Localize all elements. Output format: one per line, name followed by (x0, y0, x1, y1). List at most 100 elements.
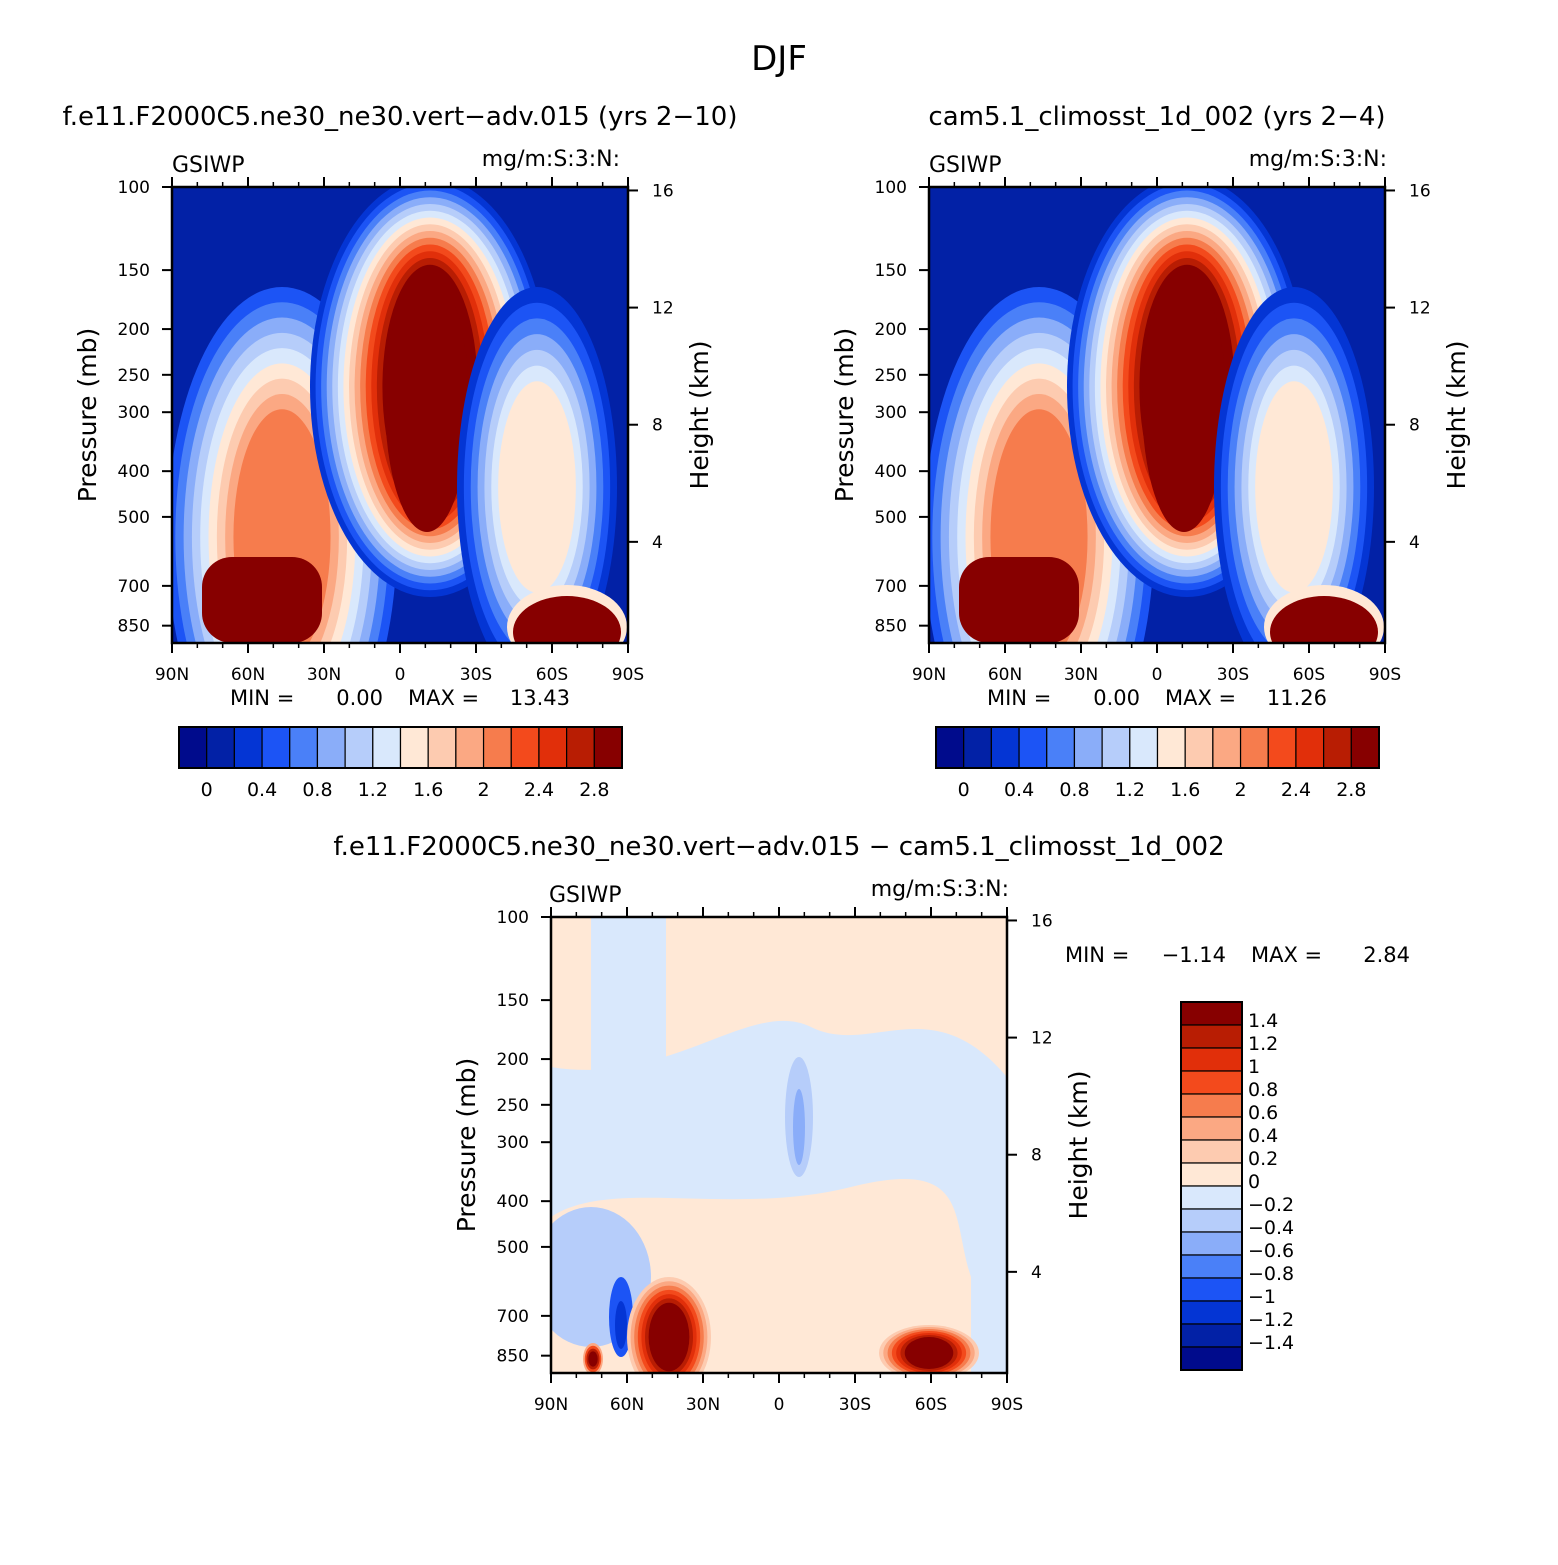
max-value: 13.43 (510, 686, 570, 710)
panel-title: cam5.1_climosst_1d_002 (yrs 2−4) (928, 102, 1385, 132)
colorbar-label: 1 (1248, 1056, 1260, 1078)
colorbar-box (1180, 1231, 1243, 1256)
field-contour (615, 1301, 627, 1349)
x-tick-label: 60N (988, 665, 1022, 685)
page-title: DJF (751, 39, 807, 79)
colorbar-box (510, 726, 540, 769)
x-tick-label: 30S (460, 665, 492, 685)
colorbar-box (1350, 726, 1380, 769)
colorbar-box (1073, 726, 1103, 769)
y2-tick-label: 12 (1409, 299, 1431, 319)
field-max (202, 557, 322, 643)
contour-field (551, 917, 1007, 1373)
y-axis-label: Pressure (mb) (73, 328, 102, 502)
colorbar-box (1180, 1001, 1243, 1026)
y2-tick-label: 8 (1031, 1146, 1042, 1166)
x-tick-label: 90S (1369, 665, 1401, 685)
colorbar-box (1180, 1323, 1243, 1348)
colorbar-frame (178, 726, 623, 769)
colorbar-label: 1.6 (1170, 779, 1200, 801)
y-tick-label: 250 (875, 366, 907, 386)
colorbar-label: 2 (478, 779, 490, 801)
colorbar-label: 0 (958, 779, 970, 801)
colorbar-box (1323, 726, 1352, 769)
y-tick-label: 150 (118, 261, 150, 281)
y-tick-label: 150 (497, 991, 529, 1011)
variable-label: GSIWP (929, 153, 1002, 178)
colorbar-box (1180, 1254, 1243, 1279)
y2-tick-label: 16 (1409, 181, 1431, 201)
colorbar-label: −0.8 (1248, 1263, 1294, 1285)
colorbar-frame (935, 726, 1380, 769)
colorbar-label: 0.4 (247, 779, 277, 801)
y2-tick-label: 16 (1031, 911, 1053, 931)
colorbar-label: 0.8 (1059, 779, 1089, 801)
units-label: mg/m:S:3:N: (482, 147, 620, 172)
colorbar-box (1101, 726, 1131, 769)
units-label: mg/m:S:3:N: (871, 877, 1009, 902)
colorbar-label: 2 (1235, 779, 1247, 801)
colorbar-label: 0 (1248, 1171, 1260, 1193)
y-tick-label: 250 (497, 1096, 529, 1116)
y-tick-label: 850 (118, 617, 150, 637)
colorbar-box (1180, 1047, 1243, 1072)
colorbar-box (1239, 726, 1269, 769)
colorbar-box (963, 726, 992, 769)
y-tick-label: 300 (497, 1133, 529, 1153)
colorbar-label: 0.8 (1248, 1079, 1278, 1101)
axes: 90N 60N 30N 0 30S 60S 90S 100 150 200 250 300 400 500… (118, 177, 674, 685)
colorbar-box (1180, 1162, 1243, 1187)
colorbar: 1.41.210.80.60.40.20−0.2−0.4−0.6−0.8−1−1… (1180, 1001, 1294, 1371)
y-tick-label: 200 (875, 320, 907, 340)
y-tick-label: 300 (875, 403, 907, 423)
colorbar-box (1018, 726, 1048, 769)
y-tick-label: 150 (875, 261, 907, 281)
x-tick-label: 90N (155, 665, 189, 685)
colorbar-box (1129, 726, 1159, 769)
y-tick-label: 100 (118, 178, 150, 198)
colorbar: 0 0.4 0.8 1.2 1.6 2 2.4 2.8 (935, 726, 1380, 801)
colorbar-label: −0.2 (1248, 1194, 1294, 1216)
axes: 90N 60N 30N 0 30S 60S 90S 100 150 200 250 300 400 500… (497, 907, 1053, 1415)
colorbar-box (1180, 1093, 1243, 1118)
x-tick-label: 30S (839, 1395, 871, 1415)
field-contour (1255, 381, 1333, 593)
x-tick-label: 30N (1064, 665, 1098, 685)
colorbar-box (1267, 726, 1297, 769)
y2-tick-label: 4 (652, 533, 663, 553)
panel-title: f.e11.F2000C5.ne30_ne30.vert−adv.015 − c… (333, 832, 1224, 862)
x-tick-label: 30N (307, 665, 341, 685)
field-contour (385, 272, 469, 532)
x-tick-label: 0 (395, 665, 406, 685)
max-value: 11.26 (1267, 686, 1327, 710)
units-label: mg/m:S:3:N: (1249, 147, 1387, 172)
colorbar-box (1180, 1116, 1243, 1141)
x-tick-label: 90S (991, 1395, 1023, 1415)
y2-tick-label: 8 (1409, 416, 1420, 436)
min-value: −1.14 (1162, 943, 1226, 967)
max-label: MAX = (1251, 943, 1322, 967)
x-tick-label: 90N (534, 1395, 568, 1415)
y-tick-label: 500 (875, 508, 907, 528)
colorbar-label: 1.6 (413, 779, 443, 801)
y-tick-label: 250 (118, 366, 150, 386)
x-tick-label: 60N (231, 665, 265, 685)
colorbar-box (593, 726, 623, 769)
x-tick-label: 60S (915, 1395, 947, 1415)
colorbar-label: 2.4 (1281, 779, 1311, 801)
y-tick-label: 400 (497, 1192, 529, 1212)
colorbar-frame (1180, 1001, 1243, 1371)
y-tick-label: 200 (118, 320, 150, 340)
colorbar-box (1180, 1300, 1243, 1325)
variable-label: GSIWP (172, 153, 245, 178)
colorbar-box (206, 726, 235, 769)
colorbar-box (538, 726, 568, 769)
panel-control: f.e11.F2000C5.ne30_ne30.vert−adv.015 (yr… (63, 102, 738, 801)
colorbar-box (233, 726, 263, 769)
field-contour (1142, 272, 1226, 532)
colorbar-box (372, 726, 402, 769)
field-contour (793, 1089, 805, 1165)
y2-tick-label: 12 (1031, 1029, 1053, 1049)
y2-axis-label: Height (km) (1442, 341, 1471, 490)
